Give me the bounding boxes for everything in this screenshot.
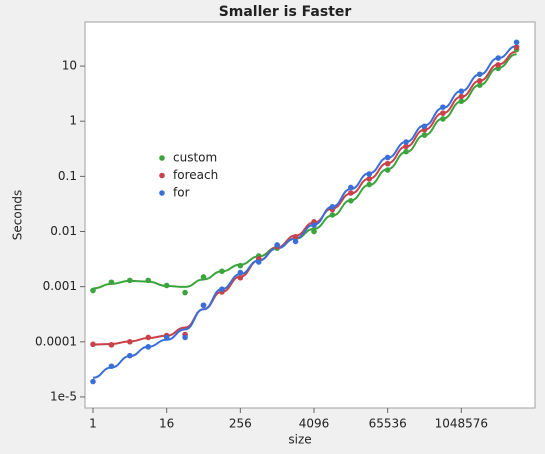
point: [237, 269, 244, 276]
y-tick-label: 1: [69, 114, 77, 128]
point: [384, 154, 391, 161]
point: [292, 234, 299, 240]
point: [329, 212, 336, 218]
point: [237, 262, 244, 269]
point: [476, 82, 483, 89]
point: [458, 98, 465, 105]
point: [403, 143, 409, 150]
y-tick-label: 1e-5: [50, 389, 77, 403]
point: [403, 148, 409, 155]
point: [108, 279, 115, 286]
plot-area: [84, 21, 536, 409]
point: [440, 110, 446, 116]
chart-title: Smaller is Faster: [219, 4, 352, 20]
legend-label: custom: [173, 151, 217, 165]
point: [329, 204, 336, 210]
point: [348, 198, 354, 204]
point: [127, 338, 133, 345]
point: [513, 39, 520, 46]
y-tick-label: 0.01: [50, 224, 77, 238]
point: [292, 238, 299, 245]
point: [127, 277, 133, 284]
legend-label: foreach: [173, 168, 218, 182]
point: [476, 71, 483, 78]
point: [237, 274, 244, 281]
point: [458, 93, 465, 100]
point: [495, 62, 501, 68]
point: [513, 44, 520, 50]
point: [108, 342, 115, 348]
point: [366, 176, 373, 182]
point: [182, 289, 188, 296]
legend-label: for: [173, 186, 190, 200]
y-axis-label: Seconds: [11, 190, 25, 240]
point: [90, 378, 96, 385]
y-tick-label: 0.001: [43, 279, 77, 293]
point: [440, 104, 446, 110]
point: [219, 268, 225, 275]
point: [200, 302, 207, 309]
x-tick-label: 1: [89, 417, 97, 431]
point: [384, 160, 391, 167]
x-tick-label: 65536: [369, 417, 407, 431]
y-tick-label: 0.0001: [35, 334, 77, 348]
point: [90, 341, 96, 348]
x-tick-label: 1048576: [435, 417, 488, 431]
y-tick-label: 10: [62, 59, 77, 73]
point: [421, 123, 428, 130]
point: [495, 55, 501, 61]
point: [108, 363, 115, 370]
x-axis-label: size: [288, 433, 311, 447]
point: [366, 171, 373, 177]
point: [219, 286, 225, 292]
point: [384, 167, 391, 173]
point: [348, 190, 354, 196]
point: [163, 334, 170, 341]
x-tick-label: 256: [229, 417, 252, 431]
point: [274, 242, 280, 248]
point: [458, 88, 465, 95]
point: [145, 277, 152, 284]
legend-marker: [159, 190, 165, 196]
x-tick-label: 4096: [299, 417, 330, 431]
point: [200, 274, 207, 280]
point: [311, 222, 317, 229]
point: [366, 181, 373, 188]
point: [127, 352, 133, 359]
x-tick-label: 16: [159, 417, 174, 431]
point: [403, 139, 409, 145]
point: [255, 259, 262, 265]
point: [182, 334, 188, 341]
point: [421, 132, 428, 138]
legend-marker: [159, 172, 165, 179]
y-tick-label: 0.1: [58, 169, 77, 183]
point: [311, 228, 317, 235]
point: [145, 334, 152, 341]
point: [348, 184, 354, 191]
point: [163, 282, 170, 289]
legend-marker: [159, 155, 165, 161]
point: [476, 78, 483, 84]
point: [440, 116, 446, 122]
point: [90, 287, 96, 294]
point: [145, 344, 152, 350]
